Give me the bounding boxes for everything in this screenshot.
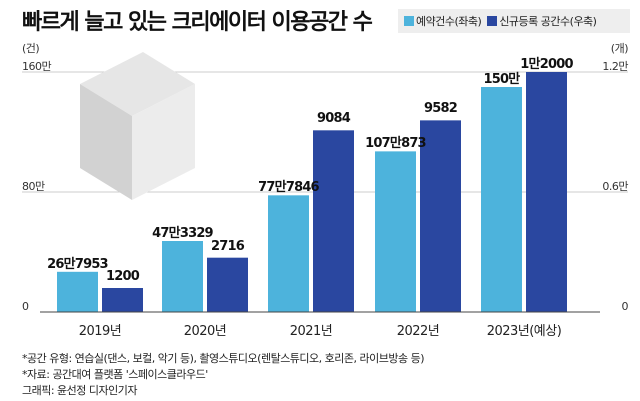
left-axis-unit: (건): [22, 42, 40, 55]
chart-title: 빠르게 늘고 있는 크리에이터 이용공간 수: [22, 10, 373, 35]
legend-swatch: [404, 16, 414, 26]
data-label: 26만7953: [47, 256, 108, 272]
bar-spaces: [420, 120, 461, 312]
left-tick: 0: [22, 300, 29, 313]
bar-booking: [481, 87, 522, 312]
x-tick-label: 2019년: [78, 324, 122, 339]
legend-item-booking: 예약건수(좌축): [404, 13, 482, 29]
data-label: 150만: [483, 72, 521, 87]
data-label: 2716: [211, 238, 245, 254]
footnote: 그래픽: 윤선정 디자인기자: [22, 384, 138, 397]
bar-spaces: [526, 72, 567, 312]
legend-label: 예약건수(좌축): [416, 15, 482, 28]
bar-booking: [375, 151, 416, 312]
bar-spaces: [207, 257, 248, 312]
data-label: 1200: [106, 269, 140, 284]
bar-booking: [162, 241, 203, 312]
legend: 예약건수(좌축) 신규등록 공간수(우축): [398, 9, 630, 33]
building-illustration: [80, 52, 195, 200]
right-axis-unit: (개): [610, 42, 629, 55]
footnote: *공간 유형: 연습실(댄스, 보컬, 악기 등), 촬영스튜디오(렌탈스튜디오…: [22, 352, 425, 365]
legend-swatch: [487, 16, 498, 26]
data-label: 107만873: [365, 136, 426, 152]
legend-item-spaces: 신규등록 공간수(우축): [487, 13, 597, 29]
x-tick-label: 2021년: [289, 324, 333, 339]
data-label: 47만3329: [152, 226, 213, 241]
bar-spaces: [313, 130, 354, 312]
legend-label: 신규등록 공간수(우축): [499, 15, 597, 28]
left-tick: 80만: [22, 180, 45, 193]
bar-spaces: [102, 288, 143, 312]
data-label: 9582: [424, 101, 458, 117]
x-tick-label: 2020년: [183, 324, 227, 339]
data-label: 1만2000: [520, 57, 573, 72]
x-tick-label: 2023년(예상): [486, 324, 562, 339]
right-tick: 0: [621, 300, 629, 313]
footnote: *자료: 공간대여 플랫폼 '스페이스클라우드': [22, 368, 208, 381]
x-tick-label: 2022년: [396, 324, 440, 339]
data-label: 77만7846: [258, 180, 319, 196]
data-label: 9084: [317, 111, 351, 127]
bar-booking: [57, 271, 98, 312]
right-tick: 0.6만: [602, 180, 628, 193]
left-tick: 160만: [22, 60, 52, 73]
bar-booking: [268, 195, 309, 312]
right-tick: 1.2만: [602, 60, 628, 73]
